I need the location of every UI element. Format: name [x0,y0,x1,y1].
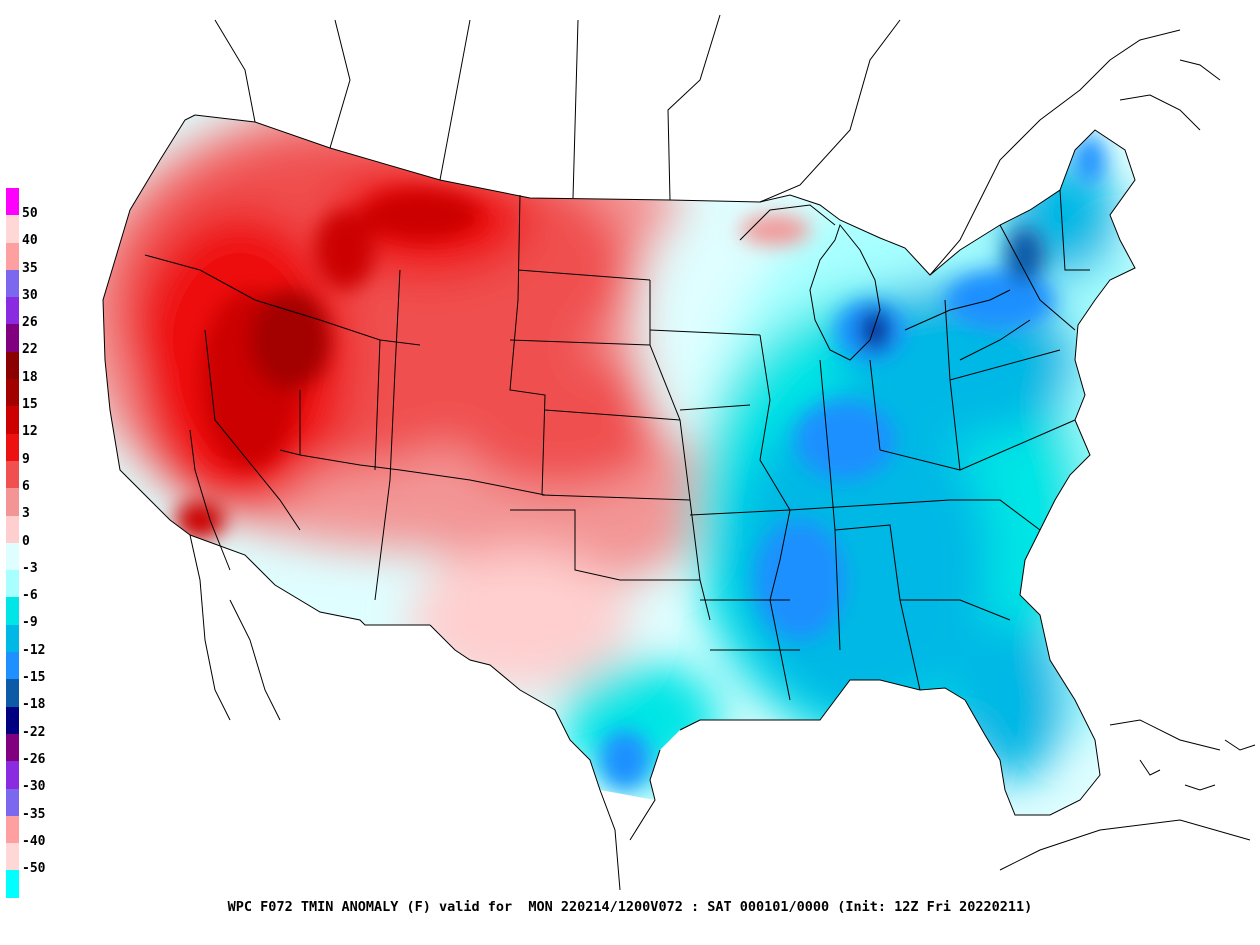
legend-swatch [6,215,19,243]
legend-row: 12 [6,406,66,439]
legend-row: 50 [6,188,66,221]
legend-row: 0 [6,515,66,548]
legend-swatch [6,379,19,407]
legend-swatch [6,242,19,270]
legend-row: -50 [6,843,66,876]
legend-label: -35 [22,806,46,822]
legend-row: -9 [6,597,66,630]
legend-label: -30 [22,779,46,795]
legend-label: 35 [22,260,38,276]
legend-swatch [6,542,19,571]
legend-label: 26 [22,315,38,331]
legend-row: 18 [6,351,66,384]
legend-row: -40 [6,815,66,848]
legend-row: -26 [6,733,66,766]
legend-swatch [6,788,19,816]
legend-swatch [6,761,19,789]
legend-swatch [6,733,19,762]
legend-swatch [6,870,19,898]
legend-swatch [6,679,19,707]
legend-swatch [6,624,19,653]
color-scale-legend: 50 40 35 30 26 22 18 15 12 9 6 3 0 -3 -6 -9 -12 -15 -18 -22… [6,188,66,898]
legend-row: -3 [6,542,66,575]
legend-label: -26 [22,751,46,767]
legend-label: 30 [22,287,38,303]
legend-swatch [6,324,19,352]
legend-swatch [6,570,19,598]
legend-label: 15 [22,397,38,413]
legend-label: -18 [22,697,46,713]
legend-row: -22 [6,706,66,739]
legend-swatch [6,269,19,298]
legend-row: 9 [6,433,66,466]
map-caption: WPC F072 TMIN ANOMALY (F) valid for MON … [227,899,1033,915]
legend-row: 35 [6,242,66,275]
legend-swatch [6,433,19,461]
legend-swatch [6,597,19,625]
legend-row [6,870,66,898]
legend-label: -12 [22,642,46,658]
legend-swatch [6,297,19,325]
legend-row: 15 [6,379,66,412]
legend-label: -9 [22,615,38,631]
legend-row: -30 [6,761,66,794]
legend-row: -18 [6,679,66,712]
legend-row: -12 [6,624,66,657]
legend-label: -22 [22,724,46,740]
legend-label: 6 [22,478,30,494]
legend-row: 22 [6,324,66,357]
legend-swatch [6,351,19,380]
legend-label: 9 [22,451,30,467]
legend-swatch [6,188,19,216]
legend-swatch [6,406,19,434]
legend-row: -15 [6,652,66,685]
legend-row: 30 [6,269,66,302]
legend-row: 26 [6,297,66,330]
legend-row: 6 [6,460,66,493]
legend-swatch [6,652,19,680]
legend-row: 3 [6,488,66,521]
legend-row: -35 [6,788,66,821]
legend-swatch [6,843,19,871]
legend-swatch [6,488,19,516]
legend-label: -40 [22,833,46,849]
legend-label: -15 [22,670,46,686]
legend-label: -50 [22,861,46,877]
legend-swatch [6,460,19,489]
legend-label: 50 [22,206,38,221]
legend-label: 12 [22,424,38,440]
legend-swatch [6,815,19,844]
legend-row: 40 [6,215,66,248]
legend-label: -3 [22,560,38,576]
legend-label: 40 [22,233,38,249]
legend-label: 18 [22,369,38,385]
legend-swatch [6,515,19,543]
legend-label: 22 [22,342,38,358]
legend-label: 3 [22,506,30,522]
legend-row: -6 [6,570,66,603]
legend-swatch [6,706,19,734]
legend-label: -6 [22,588,38,604]
legend-label: 0 [22,533,30,549]
